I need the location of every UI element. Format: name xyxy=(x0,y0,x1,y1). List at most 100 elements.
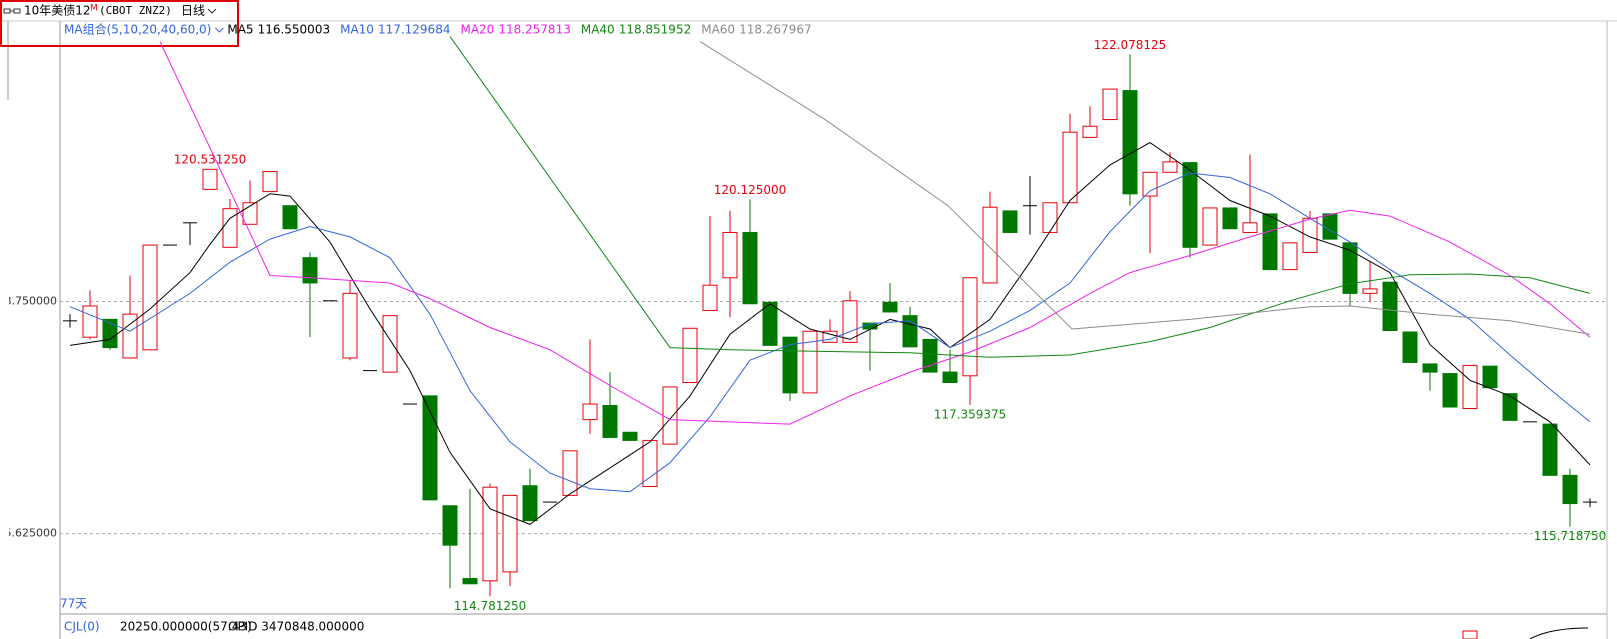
candle-body xyxy=(882,301,898,313)
candle-body xyxy=(1542,423,1558,476)
candle-body xyxy=(1122,90,1138,195)
candle-body xyxy=(662,386,678,445)
candle-body xyxy=(382,315,398,373)
lower-panel-volume: 20250.000000(57:43) xyxy=(120,620,252,634)
candle-body xyxy=(1482,365,1498,389)
y-axis: 118.750000 115.625000 xyxy=(0,295,57,540)
candle-body xyxy=(1382,281,1398,331)
lower-panel-bar xyxy=(1462,630,1478,639)
candle-body xyxy=(842,300,858,343)
y-tick-label: 118.750000 xyxy=(0,295,57,308)
candle-body xyxy=(582,403,598,421)
instrument-sup: M xyxy=(90,4,98,14)
legend-value: 118.851952 xyxy=(619,23,692,37)
legend-name: MA10 xyxy=(340,23,374,37)
candle-body xyxy=(702,284,718,311)
candle-body xyxy=(1302,217,1318,254)
candle-body xyxy=(1102,88,1118,121)
ma-group-dropdown[interactable] xyxy=(215,27,224,33)
candle-body xyxy=(742,231,758,305)
candle-body xyxy=(1262,213,1278,271)
extreme-label: 120.531250 xyxy=(174,153,247,167)
candle-body xyxy=(422,395,438,501)
lower-panel-line xyxy=(1529,627,1589,639)
candle-body xyxy=(1202,207,1218,246)
period-dropdown[interactable] xyxy=(207,8,217,14)
candle-body xyxy=(762,301,778,346)
candle-body xyxy=(102,318,118,349)
candle-body xyxy=(262,171,278,193)
candle-body xyxy=(1222,207,1238,230)
candle-body xyxy=(1562,474,1578,505)
candle-body xyxy=(1402,331,1418,363)
extreme-label: 114.781250 xyxy=(454,599,527,613)
candle-body xyxy=(1242,222,1258,233)
candle-body xyxy=(802,330,818,394)
candle-body xyxy=(602,405,618,438)
candle-body xyxy=(1282,242,1298,271)
candle-body xyxy=(142,244,158,351)
ma-line xyxy=(69,172,1591,493)
candle-body xyxy=(1322,213,1338,240)
ma-line xyxy=(69,142,1591,525)
candle-body xyxy=(302,257,318,284)
ma-line xyxy=(449,36,1591,358)
link-icon xyxy=(3,8,21,14)
candle-body xyxy=(1442,373,1458,408)
legend-value: 118.257813 xyxy=(498,23,571,37)
candle-body xyxy=(1362,288,1378,294)
candle-body xyxy=(962,277,978,377)
candle-body xyxy=(982,206,998,284)
extreme-label: 120.125000 xyxy=(714,183,787,197)
ma-line xyxy=(699,41,1591,335)
highlight-box xyxy=(0,0,239,47)
ma-group[interactable]: MA组合(5,10,20,40,60,0) xyxy=(64,22,211,37)
candle-body xyxy=(642,439,658,487)
extreme-label: 115.718750 xyxy=(1534,529,1607,543)
candle-body xyxy=(1162,161,1178,173)
candle-body xyxy=(82,305,98,338)
instrument-title[interactable]: 10年美债12 xyxy=(24,4,91,18)
candle-body xyxy=(202,168,218,190)
legend-value: 118.267967 xyxy=(739,23,812,37)
candle-body xyxy=(1082,125,1098,138)
days-label: 77天 xyxy=(60,597,87,611)
period[interactable]: 日线 xyxy=(181,4,205,18)
candle-body xyxy=(722,231,738,279)
lower-panel-name[interactable]: CJL(0) xyxy=(64,620,100,634)
candle-body xyxy=(1042,202,1058,233)
candle-body xyxy=(1142,171,1158,197)
lower-panel-opid: OPID 3470848.000000 xyxy=(228,620,364,634)
candle-body xyxy=(1342,242,1358,294)
ma-line xyxy=(159,41,1591,425)
candle-body xyxy=(1422,363,1438,373)
candle-body xyxy=(222,208,238,248)
candle-body xyxy=(462,578,478,585)
candle-body xyxy=(502,494,518,573)
candle-body xyxy=(282,205,298,230)
legend-value: 117.129684 xyxy=(378,23,451,37)
candle-body xyxy=(562,450,578,496)
candle-body xyxy=(442,505,458,546)
candle-body xyxy=(622,431,638,441)
candle-body xyxy=(342,292,358,359)
candle-body xyxy=(682,327,698,383)
legend-name: MA40 xyxy=(581,23,615,37)
legend-name: MA5 xyxy=(227,23,253,37)
candle-body xyxy=(1182,162,1198,248)
candle-body xyxy=(1502,393,1518,421)
extreme-label: 117.359375 xyxy=(934,407,1007,421)
candle-body xyxy=(1062,131,1078,204)
plot-area xyxy=(63,36,1597,597)
extreme-label: 122.078125 xyxy=(1094,38,1167,52)
candle-body xyxy=(782,336,798,394)
y-tick-label: 115.625000 xyxy=(0,527,57,540)
legend-value: 116.550003 xyxy=(258,23,331,37)
toolbar: 10年美债12 M (CBOT ZNZ2) 日线 xyxy=(3,4,217,18)
instrument-code: (CBOT ZNZ2) xyxy=(99,4,172,17)
candle-body xyxy=(122,313,138,359)
candle-body xyxy=(1002,210,1018,233)
candle-body xyxy=(942,371,958,383)
